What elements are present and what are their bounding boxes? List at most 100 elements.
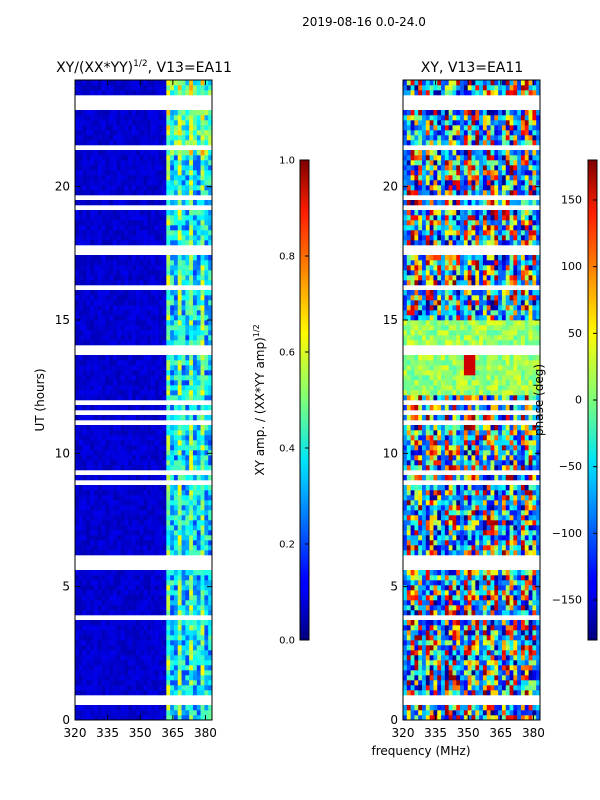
heatmap-cell: [158, 450, 163, 456]
heatmap-cell: [116, 325, 121, 331]
heatmap-cell: [196, 430, 201, 436]
heatmap-cell: [97, 140, 102, 146]
heatmap-cell: [208, 645, 212, 651]
heatmap-cell: [78, 200, 83, 206]
heatmap-cell: [101, 270, 106, 276]
heatmap-cell: [166, 125, 171, 131]
heatmap-cell: [139, 215, 144, 221]
heatmap-cell: [524, 585, 529, 591]
heatmap-cell: [120, 370, 125, 376]
heatmap-cell: [200, 640, 205, 646]
heatmap-cell: [75, 80, 80, 86]
heatmap-cell: [78, 370, 83, 376]
heatmap-cell: [143, 460, 148, 466]
heatmap-cell: [82, 425, 87, 431]
heatmap-cell: [113, 210, 118, 216]
heatmap-cell: [116, 490, 121, 496]
heatmap-cell: [154, 430, 160, 436]
heatmap-cell: [105, 125, 110, 131]
heatmap-cell: [177, 275, 182, 281]
heatmap-cell: [162, 185, 167, 191]
heatmap-cell: [78, 515, 83, 521]
heatmap-cell: [109, 155, 114, 161]
heatmap-cell: [82, 150, 87, 156]
heatmap-cell: [90, 665, 95, 671]
heatmap-cell: [185, 600, 190, 606]
heatmap-cell: [509, 665, 514, 671]
colorbar-tick-label: 1.0: [279, 156, 295, 167]
heatmap-cell: [105, 460, 110, 466]
heatmap-cell: [196, 355, 201, 361]
heatmap-cell: [467, 575, 472, 581]
heatmap-cell: [189, 215, 194, 221]
heatmap-cell: [82, 580, 87, 586]
heatmap-cell: [505, 535, 510, 541]
heatmap-cell: [192, 445, 198, 451]
heatmap-cell: [208, 90, 212, 96]
heatmap-cell: [97, 535, 102, 541]
heatmap-cell: [528, 600, 533, 606]
heatmap-cell: [536, 655, 540, 661]
heatmap-cell: [120, 280, 125, 286]
heatmap-cell: [113, 440, 118, 446]
heatmap-cell: [120, 305, 125, 311]
heatmap-cell: [528, 540, 533, 546]
heatmap-cell: [482, 705, 488, 711]
heatmap-cell: [204, 575, 209, 581]
heatmap-cell: [109, 165, 114, 171]
heatmap-cell: [536, 690, 540, 696]
heatmap-cell: [124, 80, 129, 86]
heatmap-cell: [185, 355, 190, 361]
heatmap-cell: [185, 535, 190, 541]
heatmap-cell: [166, 190, 171, 196]
heatmap-cell: [177, 180, 182, 186]
heatmap-cell: [86, 150, 91, 156]
heatmap-cell: [200, 655, 205, 661]
heatmap-cell: [158, 225, 163, 231]
heatmap-cell: [471, 710, 476, 716]
heatmap-cell: [192, 170, 198, 176]
heatmap-cell: [181, 595, 186, 601]
heatmap-cell: [158, 570, 163, 576]
heatmap-cell: [196, 330, 201, 336]
heatmap-cell: [170, 645, 175, 651]
heatmap-cell: [86, 215, 91, 221]
heatmap-cell: [501, 685, 507, 691]
heatmap-cell: [90, 115, 95, 121]
heatmap-cell: [471, 665, 476, 671]
heatmap-cell: [403, 690, 408, 696]
heatmap-cell: [86, 140, 91, 146]
heatmap-cell: [105, 690, 110, 696]
heatmap-cell: [78, 600, 83, 606]
heatmap-cell: [494, 550, 499, 556]
heatmap-cell: [524, 685, 529, 691]
heatmap-cell: [147, 640, 152, 646]
heatmap-cell: [113, 545, 118, 551]
heatmap-cell: [425, 650, 430, 656]
heatmap-cell: [414, 710, 419, 716]
heatmap-cell: [532, 580, 537, 586]
heatmap-cell: [116, 165, 121, 171]
heatmap-cell: [433, 625, 438, 631]
heatmap-cell: [501, 690, 507, 696]
heatmap-cell: [482, 595, 488, 601]
heatmap-cell: [517, 630, 522, 636]
heatmap-cell: [414, 535, 419, 541]
heatmap-cell: [208, 585, 212, 591]
heatmap-cell: [101, 180, 106, 186]
heatmap-cell: [536, 640, 540, 646]
heatmap-cell: [452, 535, 457, 541]
heatmap-cell: [166, 340, 171, 346]
heatmap-cell: [208, 405, 212, 411]
heatmap-cell: [90, 275, 95, 281]
heatmap-cell: [162, 305, 167, 311]
heatmap-cell: [406, 580, 411, 586]
heatmap-cell: [177, 220, 182, 226]
heatmap-cell: [113, 295, 118, 301]
heatmap-cell: [124, 295, 129, 301]
heatmap-cell: [517, 595, 522, 601]
heatmap-cell: [86, 620, 91, 626]
heatmap-cell: [196, 580, 201, 586]
heatmap-cell: [158, 380, 163, 386]
heatmap-cell: [101, 585, 106, 591]
